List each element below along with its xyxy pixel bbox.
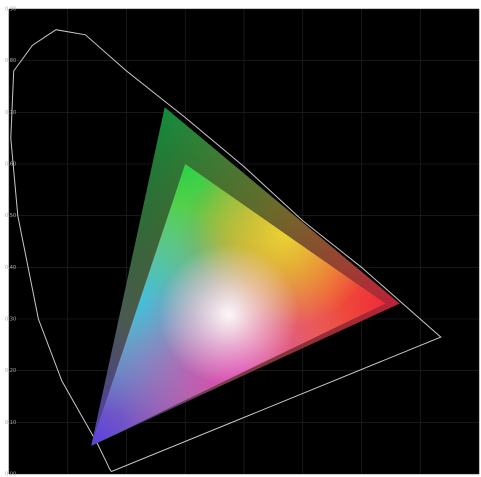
y-tick-label: 0.80 bbox=[5, 58, 16, 64]
y-tick-label: 0.50 bbox=[5, 213, 16, 219]
y-tick-label: 0.90 bbox=[5, 7, 16, 13]
y-tick-label: 0.60 bbox=[5, 162, 16, 168]
y-tick-label: 0.00 bbox=[5, 472, 16, 477]
white-point-glow bbox=[91, 164, 386, 446]
y-tick-label: 0.40 bbox=[5, 265, 16, 271]
standard-gamut-fill bbox=[91, 164, 386, 446]
y-tick-label: 0.30 bbox=[5, 317, 16, 323]
y-tick-label: 0.20 bbox=[5, 368, 16, 374]
tick-labels: 0.00 0.10 0.20 0.30 0.40 0.50 0.60 0.70 0.80 0.90 bbox=[5, 7, 16, 477]
spectral-locus bbox=[10, 29, 442, 472]
y-tick-label: 0.70 bbox=[5, 110, 16, 116]
series-standard-gamut bbox=[91, 164, 386, 446]
y-tick-label: 0.10 bbox=[5, 420, 16, 426]
